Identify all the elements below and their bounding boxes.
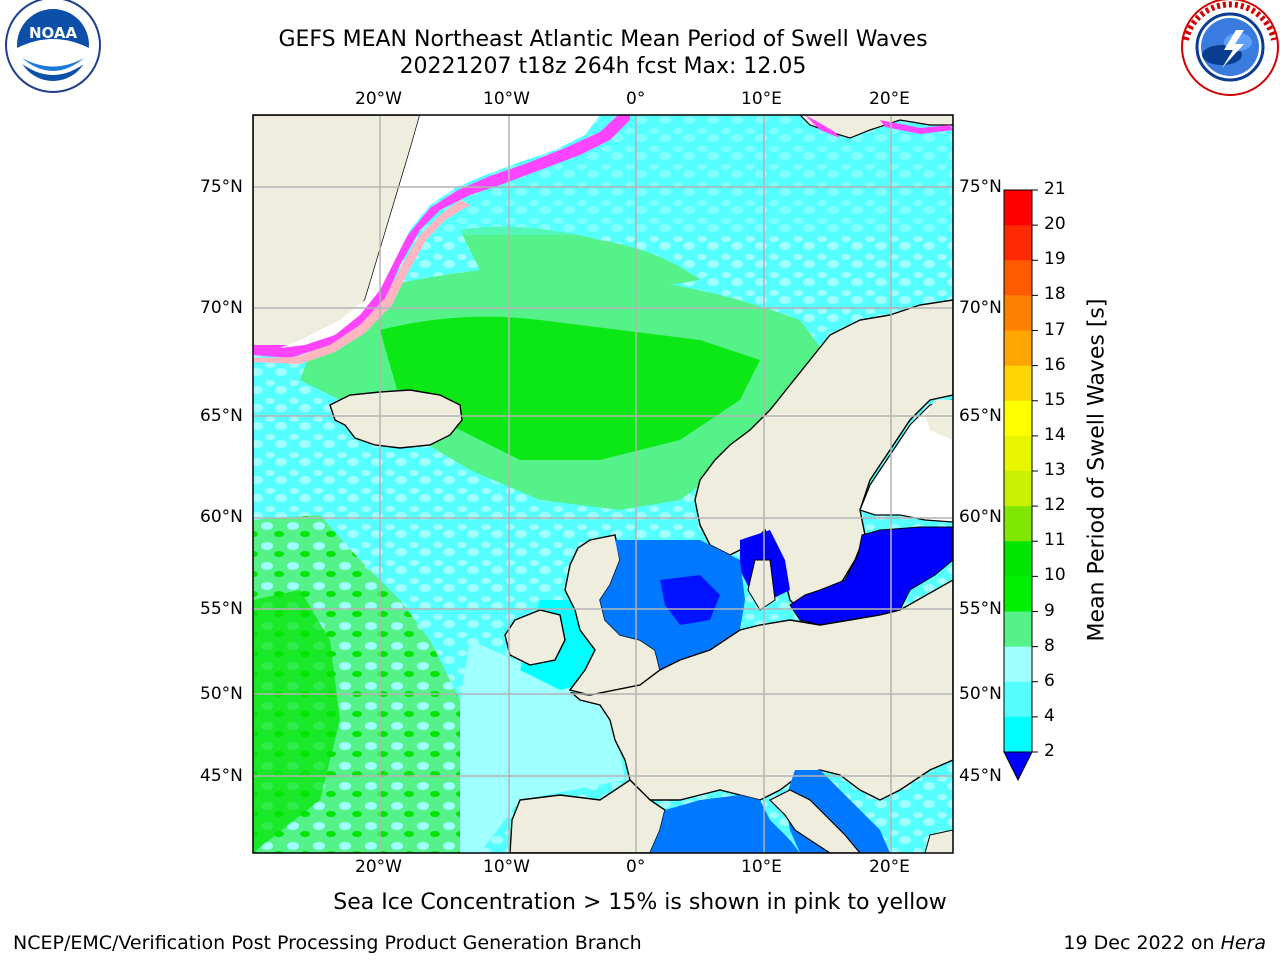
lat-label-left-55n: 55°N bbox=[200, 599, 243, 619]
lon-label-top-0: 0° bbox=[626, 89, 646, 109]
colorbar-tick-label: 8 bbox=[1044, 635, 1055, 656]
colorbar-tick-label: 16 bbox=[1044, 354, 1066, 375]
colorbar-tick-label: 19 bbox=[1044, 249, 1066, 270]
colorbar-tick-label: 18 bbox=[1044, 284, 1066, 305]
noaa-logo-text: NOAA bbox=[29, 24, 78, 42]
lat-label-left-65n: 65°N bbox=[200, 406, 243, 426]
colorbar-tick-label: 21 bbox=[1044, 179, 1066, 199]
colorbar-tick-label: 6 bbox=[1044, 670, 1055, 691]
colorbar-tick-label: 10 bbox=[1044, 565, 1066, 586]
colorbar-tick-label: 13 bbox=[1044, 460, 1066, 480]
colorbar-segment bbox=[1004, 190, 1032, 226]
colorbar-segment bbox=[1004, 435, 1032, 472]
lat-label-right-65n: 65°N bbox=[959, 406, 1002, 426]
colorbar-extend-arrow bbox=[1003, 751, 1033, 782]
lat-label-left-60n: 60°N bbox=[200, 507, 243, 527]
chart-subtitle: 20221207 t18z 264h fcst Max: 12.05 bbox=[399, 54, 807, 79]
colorbar-tick-label: 11 bbox=[1044, 530, 1066, 551]
lat-label-right-55n: 55°N bbox=[959, 599, 1002, 619]
lat-label-right-50n: 50°N bbox=[959, 684, 1002, 704]
colorbar-tick-label: 4 bbox=[1044, 705, 1055, 726]
colorbar-tick-label: 17 bbox=[1044, 319, 1066, 340]
colorbar-tick-label: 20 bbox=[1044, 214, 1066, 235]
lat-label-left-75n: 75°N bbox=[200, 177, 243, 197]
colorbar-segment bbox=[1004, 646, 1032, 683]
colorbar-segment bbox=[1004, 295, 1032, 331]
lon-label-bottom-0: 0° bbox=[626, 857, 646, 877]
colorbar-segment bbox=[1004, 611, 1032, 648]
lat-label-right-60n: 60°N bbox=[959, 507, 1002, 527]
map-area bbox=[253, 115, 953, 853]
colorbar-segment bbox=[1004, 541, 1032, 577]
colorbar bbox=[1003, 189, 1038, 782]
map-frame bbox=[252, 114, 954, 854]
footer-date-text: 19 Dec 2022 on bbox=[1063, 932, 1215, 954]
colorbar-tick-label: 12 bbox=[1044, 495, 1066, 516]
colorbar-segment bbox=[1004, 716, 1032, 753]
lat-label-left-50n: 50°N bbox=[200, 684, 243, 704]
colorbar-tick-label: 14 bbox=[1044, 424, 1066, 445]
map-gridlines bbox=[253, 115, 953, 853]
colorbar-tick-label: 2 bbox=[1044, 741, 1055, 761]
lon-label-top-10e: 10°E bbox=[741, 89, 782, 109]
footer-credit: NCEP/EMC/Verification Post Processing Pr… bbox=[13, 932, 642, 954]
colorbar-tick-label: 9 bbox=[1044, 600, 1055, 621]
lat-label-right-70n: 70°N bbox=[959, 298, 1002, 318]
colorbar-segment bbox=[1004, 400, 1032, 437]
chart-title: GEFS MEAN Northeast Atlantic Mean Period… bbox=[278, 27, 928, 52]
lat-label-left-70n: 70°N bbox=[200, 298, 243, 318]
colorbar-title: Mean Period of Swell Waves [s] bbox=[1084, 298, 1110, 642]
lat-label-right-45n: 45°N bbox=[959, 766, 1002, 786]
colorbar-segment bbox=[1004, 471, 1032, 507]
colorbar-segment bbox=[1004, 506, 1032, 542]
footer-date: 19 Dec 2022 on Hera bbox=[1063, 932, 1266, 954]
colorbar-segment bbox=[1004, 681, 1032, 718]
footer-host: Hera bbox=[1220, 932, 1266, 954]
lon-label-bottom-10w: 10°W bbox=[483, 857, 530, 877]
colorbar-segment bbox=[1004, 260, 1032, 296]
sea-ice-caption: Sea Ice Concentration > 15% is shown in … bbox=[333, 890, 947, 915]
nws-logo bbox=[1181, 0, 1279, 96]
lon-label-bottom-20w: 20°W bbox=[355, 857, 402, 877]
colorbar-tick-label: 15 bbox=[1044, 389, 1066, 410]
lon-label-bottom-10e: 10°E bbox=[741, 857, 782, 877]
colorbar-segment bbox=[1004, 225, 1032, 261]
lon-label-top-10w: 10°W bbox=[483, 89, 530, 109]
lat-label-left-45n: 45°N bbox=[200, 766, 243, 786]
colorbar-segment bbox=[1004, 576, 1032, 612]
lon-label-top-20w: 20°W bbox=[355, 89, 402, 109]
lat-label-right-75n: 75°N bbox=[959, 177, 1002, 197]
lon-label-bottom-20e: 20°E bbox=[869, 857, 910, 877]
lon-label-top-20e: 20°E bbox=[869, 89, 910, 109]
noaa-logo: NOAA bbox=[5, 0, 101, 93]
colorbar-segment bbox=[1004, 365, 1032, 402]
colorbar-segment bbox=[1004, 330, 1032, 367]
